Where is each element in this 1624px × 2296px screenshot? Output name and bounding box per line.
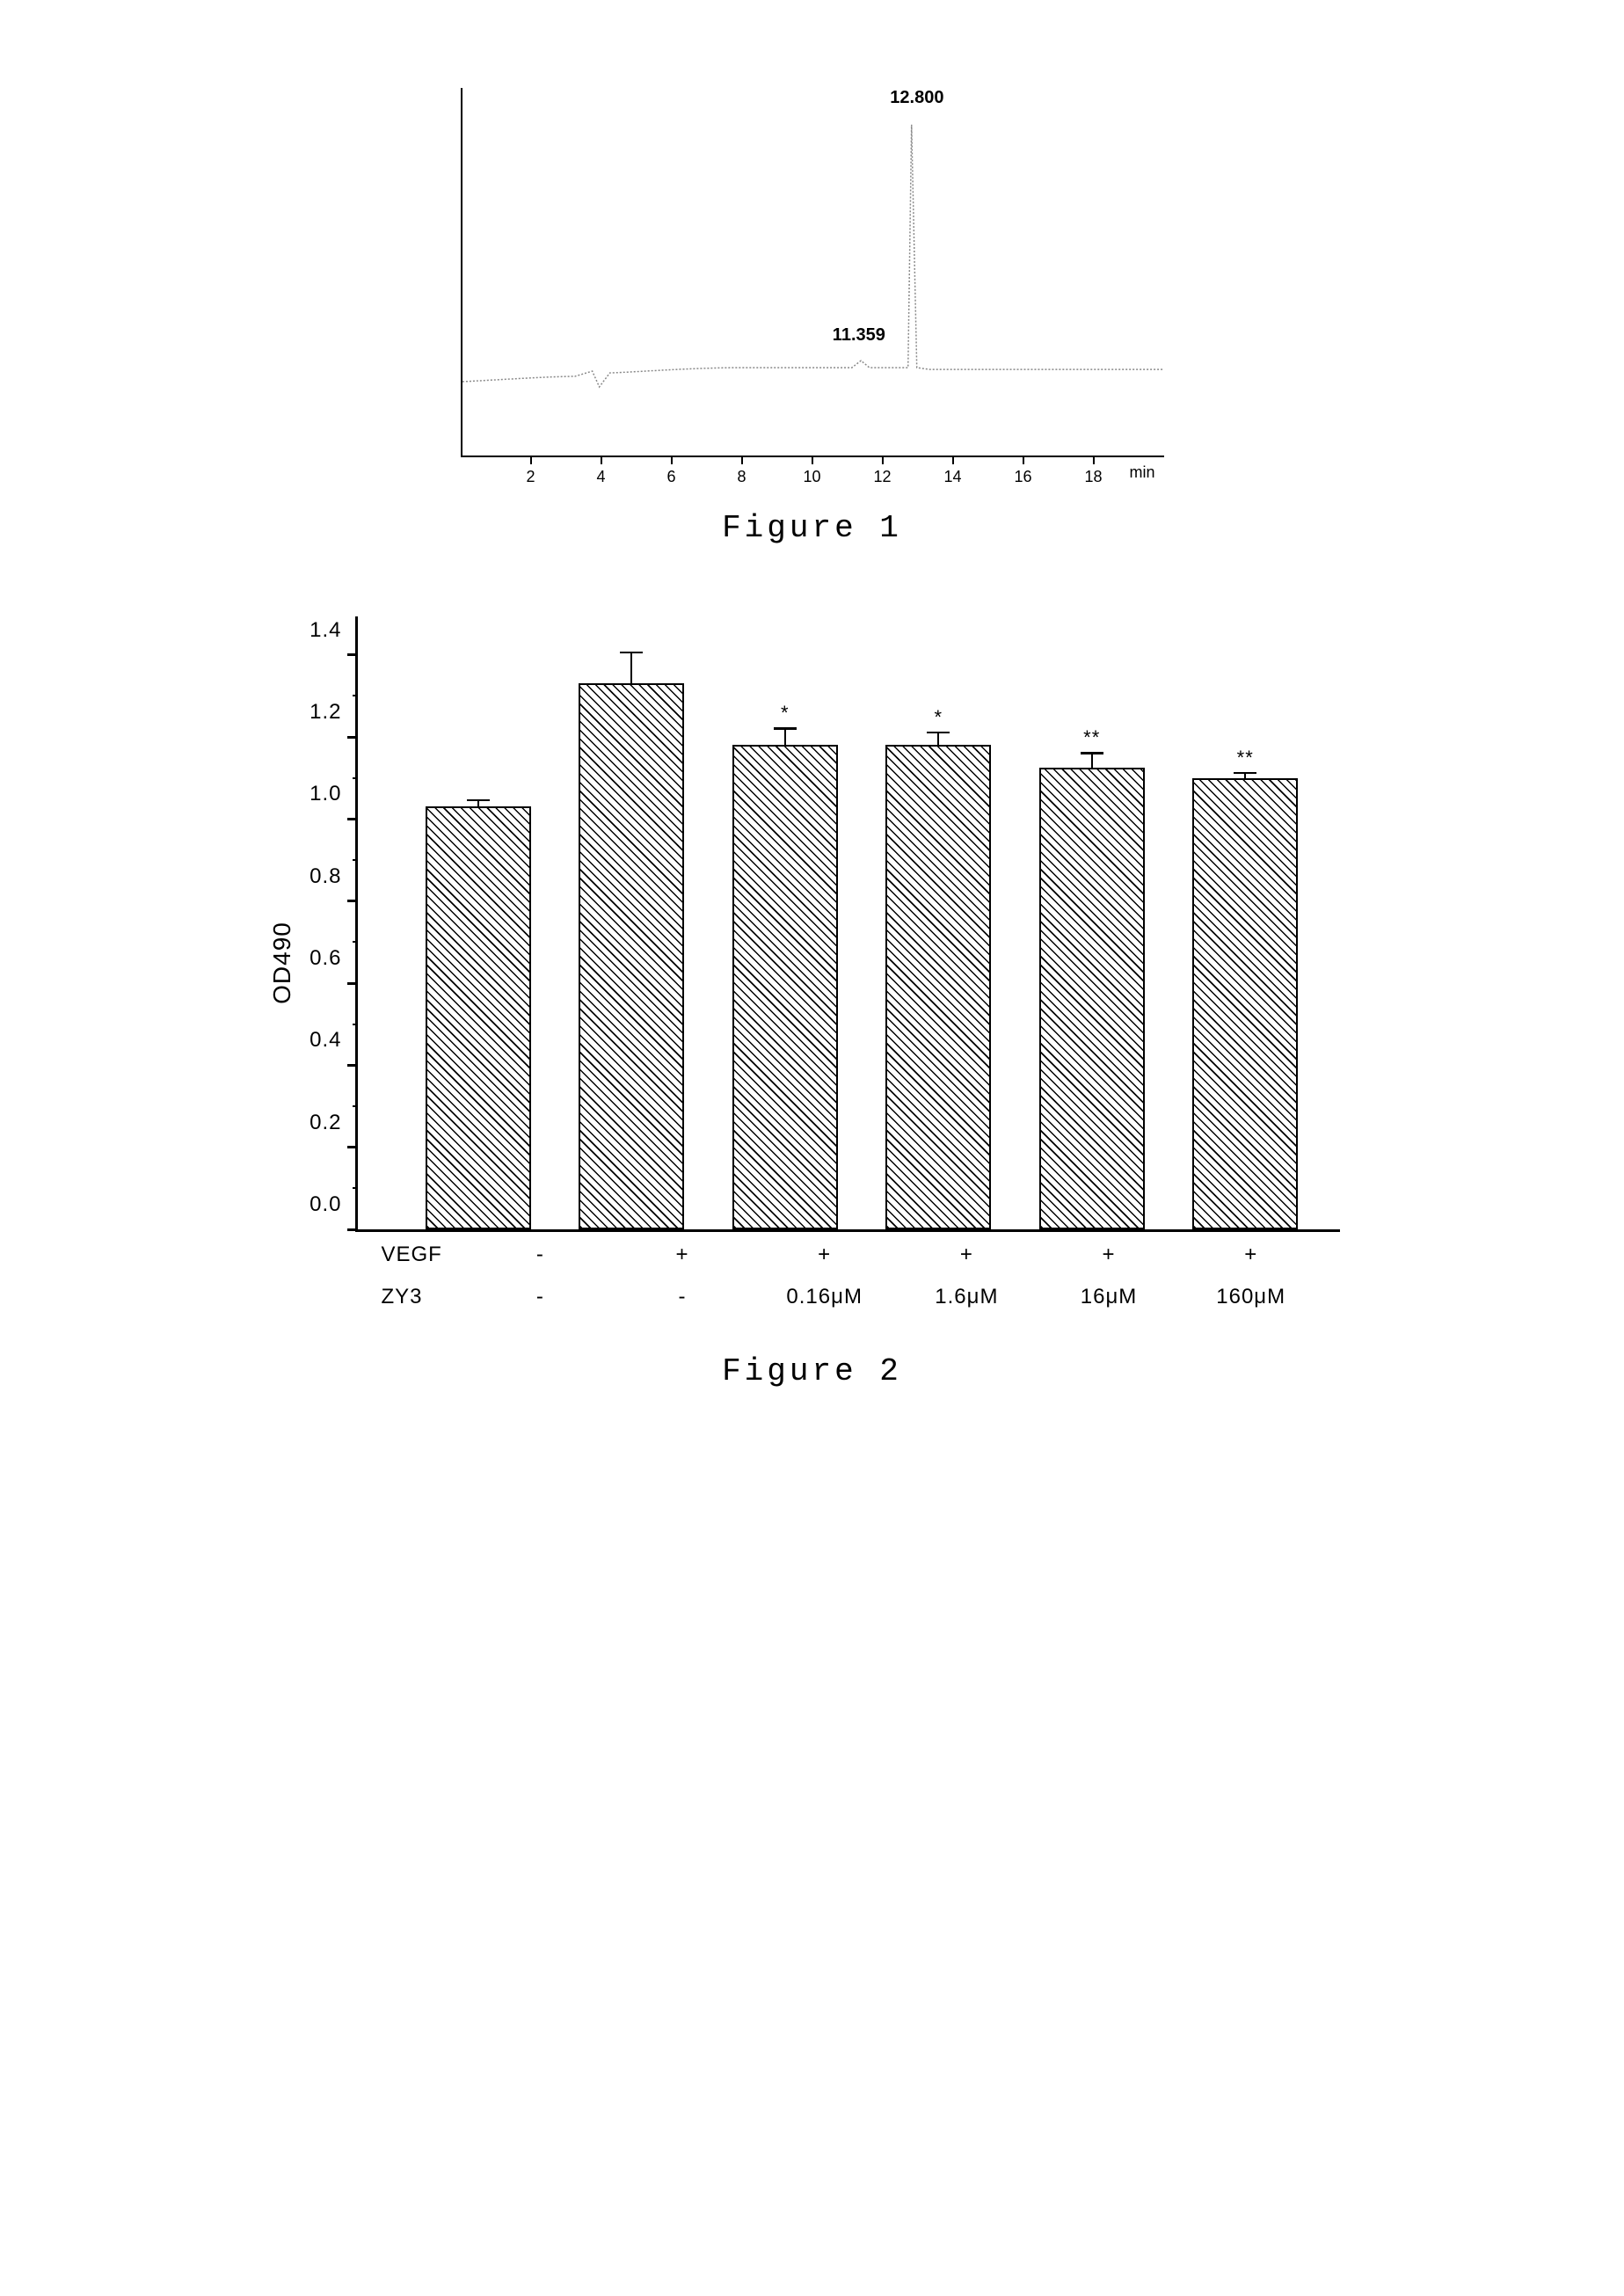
zy3-cell: -	[470, 1285, 612, 1309]
error-bar	[784, 728, 786, 747]
bar: *	[885, 745, 991, 1229]
bar: *	[732, 745, 838, 1229]
y-tick	[347, 736, 358, 739]
figure-1-caption: Figure 1	[461, 510, 1164, 546]
figure-2: OD490 0.00.20.40.60.81.01.21.4 ****** VE…	[285, 616, 1340, 1389]
bar: **	[1192, 778, 1298, 1229]
figure-1: 11.359 12.800 min 2 4 6 8 10 12 14 16 18 Figure …	[461, 88, 1164, 546]
chromatogram-plot: 11.359 12.800 min	[461, 88, 1164, 457]
bar-fill	[580, 685, 682, 1228]
bar-fill	[734, 747, 836, 1228]
vegf-cell: -	[470, 1243, 612, 1267]
peak-label-minor: 11.359	[833, 325, 885, 346]
y-tick-label: 1.0	[310, 782, 341, 806]
y-tick-label: 0.8	[310, 864, 341, 889]
bar: **	[1039, 768, 1145, 1229]
x-tick: 6	[666, 457, 675, 486]
bar-fill	[1194, 780, 1296, 1228]
error-bar	[630, 652, 632, 685]
error-cap	[774, 727, 797, 730]
vegf-cell: +	[754, 1243, 896, 1267]
error-cap	[1081, 752, 1103, 754]
error-bar	[1091, 753, 1093, 769]
bar	[426, 806, 531, 1229]
y-tick-label: 0.6	[310, 946, 341, 971]
x-tick: 14	[943, 457, 961, 486]
figure-2-caption: Figure 2	[285, 1353, 1340, 1389]
y-tick	[347, 982, 358, 985]
significance-marker: *	[781, 702, 790, 725]
bar-fill	[427, 808, 529, 1228]
x-tick: 16	[1014, 457, 1031, 486]
zy3-cell: -	[611, 1285, 754, 1309]
x-tick: 8	[737, 457, 746, 486]
bar-chart-wrapper: OD490 0.00.20.40.60.81.01.21.4 ****** VE…	[285, 616, 1340, 1309]
x-tick: 4	[596, 457, 605, 486]
x-labels-zy3-row: ZY3 --0.16μM1.6μM16μM160μM	[355, 1285, 1340, 1309]
y-tick-label: 1.4	[310, 618, 341, 643]
error-cap	[927, 732, 950, 734]
zy3-cell: 160μM	[1180, 1285, 1322, 1309]
y-tick-label: 0.4	[310, 1028, 341, 1053]
peak-label-major: 12.800	[890, 88, 943, 108]
error-bar	[937, 733, 939, 747]
x-tick: 12	[873, 457, 891, 486]
y-tick	[347, 1228, 358, 1231]
bar-group: **	[1027, 768, 1156, 1229]
significance-marker: **	[1237, 747, 1254, 769]
x-tick: 10	[803, 457, 820, 486]
bar-group	[567, 683, 696, 1229]
chromatogram-trace	[462, 88, 1164, 456]
x-labels-vegf-row: VEGF -+++++	[355, 1243, 1340, 1267]
x-tick: 18	[1084, 457, 1102, 486]
bar-fill	[887, 747, 989, 1228]
y-tick-label: 0.0	[310, 1192, 341, 1217]
y-tick	[347, 653, 358, 656]
error-cap	[467, 799, 490, 802]
zy3-cell: 0.16μM	[754, 1285, 896, 1309]
x-tick: 2	[526, 457, 535, 486]
error-cap	[1234, 772, 1256, 775]
error-cap	[620, 652, 643, 654]
bar	[579, 683, 684, 1229]
bar-chart-plot: 0.00.20.40.60.81.01.21.4 ******	[355, 616, 1340, 1232]
zy3-cell: 1.6μM	[896, 1285, 1038, 1309]
vegf-cell: +	[1180, 1243, 1322, 1267]
vegf-cell: +	[896, 1243, 1038, 1267]
zy3-cell: 16μM	[1038, 1285, 1180, 1309]
bars-container: ******	[358, 616, 1340, 1229]
y-tick	[347, 1146, 358, 1148]
y-tick-label: 0.2	[310, 1111, 341, 1135]
y-tick	[347, 900, 358, 902]
bar-group: **	[1181, 778, 1310, 1229]
significance-marker: *	[934, 706, 943, 729]
page-container: 11.359 12.800 min 2 4 6 8 10 12 14 16 18 Figure …	[197, 88, 1428, 1389]
bar-fill	[1041, 769, 1143, 1228]
y-tick	[347, 818, 358, 820]
y-tick	[347, 1064, 358, 1067]
bar-group	[413, 806, 543, 1229]
error-bar	[477, 800, 479, 808]
zy3-row-label: ZY3	[382, 1285, 423, 1309]
y-axis-label: OD490	[267, 922, 295, 1004]
vegf-cell: +	[1038, 1243, 1180, 1267]
y-tick-label: 1.2	[310, 700, 341, 725]
y-axis-ticks: 0.00.20.40.60.81.01.21.4	[347, 616, 358, 1229]
vegf-row-label: VEGF	[382, 1243, 442, 1267]
bar-group: *	[874, 745, 1003, 1229]
significance-marker: **	[1083, 726, 1100, 749]
vegf-cell: +	[611, 1243, 754, 1267]
chromatogram-x-axis: 2 4 6 8 10 12 14 16 18	[461, 457, 1164, 484]
bar-group: *	[720, 745, 849, 1229]
